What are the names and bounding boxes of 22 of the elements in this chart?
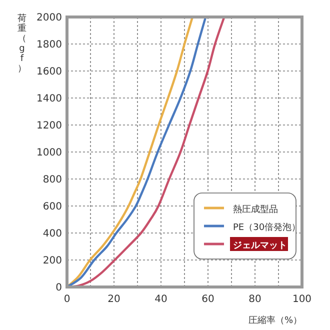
y-tick-label: 800 <box>42 174 62 186</box>
x-tick-label: 20 <box>108 294 120 305</box>
legend-label: ジェルマット <box>233 241 287 251</box>
legend-label: 熱圧成型品 <box>233 204 278 215</box>
y-tick-label: 2000 <box>36 12 62 24</box>
x-tick-label: 40 <box>154 294 168 305</box>
y-tick-label: 1400 <box>36 94 62 104</box>
y-tick-label: 1000 <box>36 148 62 158</box>
y-axis-title: 荷重（gf） <box>18 13 26 74</box>
x-tick-label: 100 <box>292 294 312 305</box>
y-tick-label: 1200 <box>36 120 62 132</box>
x-tick-label: 60 <box>202 294 214 305</box>
x-tick-label: 80 <box>248 294 262 305</box>
y-tick-label: 1800 <box>36 40 62 50</box>
legend-label: PE（30倍発泡） <box>233 222 301 233</box>
y-tick-label: 200 <box>42 256 62 266</box>
y-tick-label: 0 <box>56 282 62 294</box>
y-tick-label: 600 <box>42 202 62 212</box>
y-tick-label: 400 <box>42 228 62 240</box>
x-tick-label: 0 <box>64 294 70 305</box>
x-axis-title: 圧縮率（%） <box>248 315 302 326</box>
y-tick-label: 1600 <box>36 66 62 78</box>
